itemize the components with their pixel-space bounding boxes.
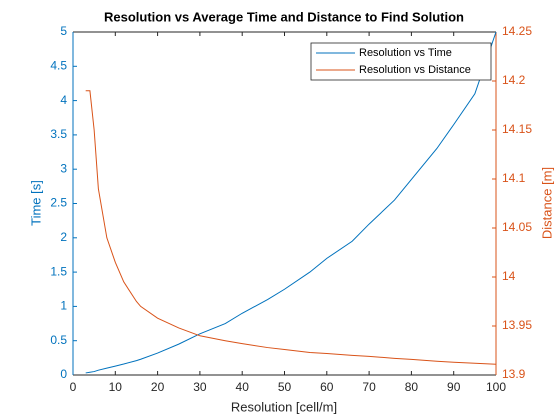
y2-tick-label: 14.05 bbox=[502, 220, 532, 234]
x-tick-label: 20 bbox=[151, 380, 165, 394]
legend-box bbox=[310, 42, 492, 81]
x-tick-label: 0 bbox=[70, 380, 77, 394]
y-tick-label: 4 bbox=[60, 93, 67, 107]
legend-label: Resolution vs Distance bbox=[359, 64, 471, 76]
plot-area bbox=[73, 32, 496, 375]
x-tick-label: 30 bbox=[193, 380, 207, 394]
x-tick-label: 50 bbox=[278, 380, 292, 394]
y-tick-label: 0.5 bbox=[50, 333, 67, 347]
y-tick-label: 5 bbox=[60, 24, 67, 38]
y-tick-label: 1 bbox=[60, 299, 67, 313]
y-tick-label: 3.5 bbox=[50, 127, 67, 141]
x-tick-label: 80 bbox=[405, 380, 419, 394]
series-line bbox=[85, 31, 497, 374]
x-tick-label: 70 bbox=[362, 380, 376, 394]
y-tick-label: 2 bbox=[60, 230, 67, 244]
y2-tick-label: 14.25 bbox=[502, 24, 532, 38]
y-tick-label: 3 bbox=[60, 161, 67, 175]
y2-tick-label: 14.15 bbox=[502, 122, 532, 136]
y-tick-label: 0 bbox=[60, 367, 67, 381]
y-tick-label: 4.5 bbox=[50, 58, 67, 72]
y2-tick-label: 13.9 bbox=[502, 367, 526, 381]
y2-tick-label: 13.95 bbox=[502, 318, 532, 332]
series-line bbox=[85, 90, 497, 365]
legend-label: Resolution vs Time bbox=[359, 47, 452, 59]
x-tick-label: 60 bbox=[320, 380, 334, 394]
y-axis-label: Time [s] bbox=[28, 180, 43, 226]
y-tick-label: 2.5 bbox=[50, 196, 67, 210]
y-tick-label: 1.5 bbox=[50, 264, 67, 278]
chart-title: Resolution vs Average Time and Distance … bbox=[104, 9, 464, 24]
y2-tick-label: 14 bbox=[502, 269, 516, 283]
x-axis-label: Resolution [cell/m] bbox=[231, 399, 337, 414]
y2-tick-label: 14.1 bbox=[502, 171, 526, 185]
x-tick-label: 40 bbox=[236, 380, 250, 394]
x-tick-label: 10 bbox=[109, 380, 123, 394]
x-tick-label: 100 bbox=[486, 380, 506, 394]
y2-axis-label: Distance [m] bbox=[539, 167, 554, 239]
x-tick-label: 90 bbox=[447, 380, 461, 394]
y2-tick-label: 14.2 bbox=[502, 73, 526, 87]
